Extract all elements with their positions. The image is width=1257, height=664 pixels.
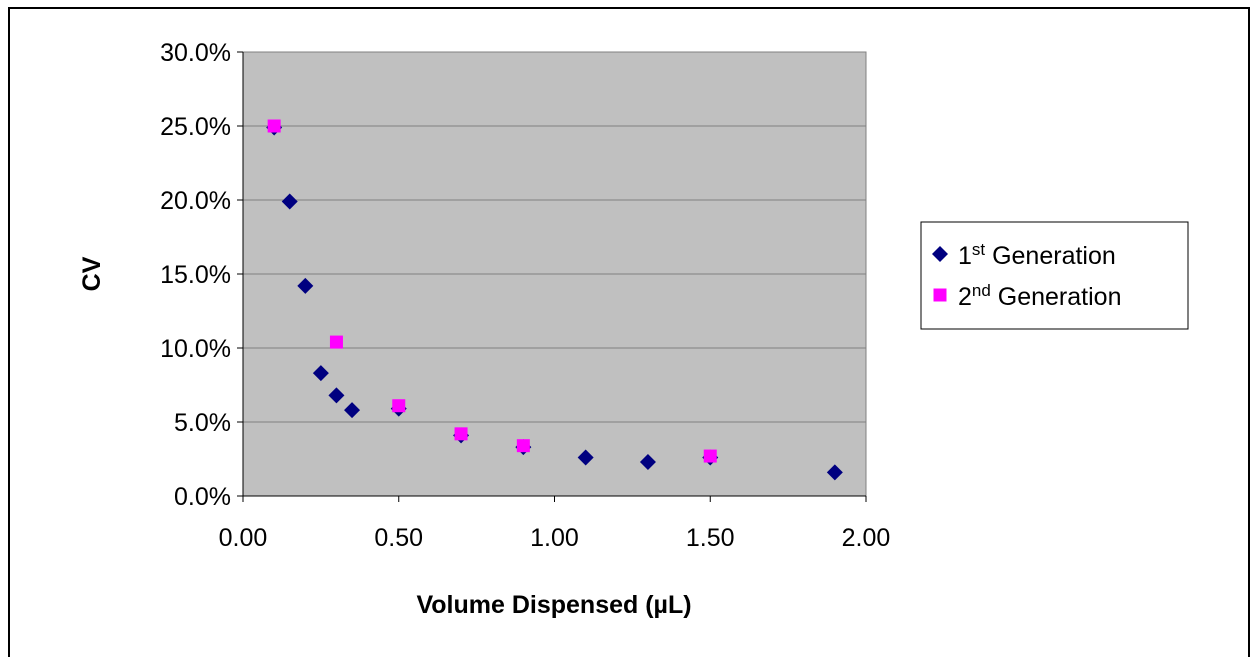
data-points (266, 119, 843, 481)
x-tick-label: 2.00 (842, 524, 891, 552)
data-point-series-1 (639, 453, 656, 470)
x-tick-label: 0.00 (219, 524, 268, 552)
legend-marker-series-2 (933, 288, 947, 302)
data-point-series-1 (826, 464, 843, 481)
y-tick-label: 5.0% (174, 409, 231, 437)
data-point-series-1 (577, 449, 594, 466)
y-tick-label: 25.0% (160, 113, 231, 141)
data-point-series-1 (312, 365, 329, 382)
data-point-series-2 (454, 427, 468, 441)
y-tick-label: 15.0% (160, 261, 231, 289)
y-tick-label: 20.0% (160, 187, 231, 215)
data-point-series-2 (329, 335, 343, 349)
legend: 1st Generation 2nd Generation (920, 221, 1189, 330)
y-tick-label: 10.0% (160, 335, 231, 363)
chart-frame: 0.0% 5.0% 10.0% 15.0% 20.0% 25.0% 30.0% 0.00 0.5… (8, 7, 1250, 657)
legend-box (920, 221, 1189, 330)
y-axis-title: CV (78, 256, 106, 291)
scatter-chart: 0.0% 5.0% 10.0% 15.0% 20.0% 25.0% 30.0% 0.00 0.5… (78, 39, 1189, 619)
data-point-series-2 (392, 399, 406, 413)
legend-label-series-2: 2nd Generation (958, 281, 1121, 312)
y-tick-label: 0.0% (174, 483, 231, 511)
x-tick-label: 1.00 (530, 524, 579, 552)
tick-labels: 0.0% 5.0% 10.0% 15.0% 20.0% 25.0% 30.0% 0.00 0.5… (160, 39, 890, 552)
gridlines (243, 51, 866, 423)
data-point-series-1 (281, 193, 298, 210)
data-point-series-2 (703, 449, 717, 463)
x-tick-label: 0.50 (374, 524, 423, 552)
x-axis-title: Volume Dispensed (µL) (416, 591, 691, 619)
data-point-series-1 (344, 402, 361, 419)
legend-label-series-1: 1st Generation (958, 240, 1116, 271)
y-tick-label: 30.0% (160, 39, 231, 67)
x-tick-label: 1.50 (686, 524, 735, 552)
data-point-series-1 (328, 387, 345, 404)
data-point-series-2 (516, 439, 530, 453)
data-point-series-1 (297, 277, 314, 294)
legend-marker-series-1 (932, 246, 948, 262)
data-point-series-2 (267, 119, 281, 133)
